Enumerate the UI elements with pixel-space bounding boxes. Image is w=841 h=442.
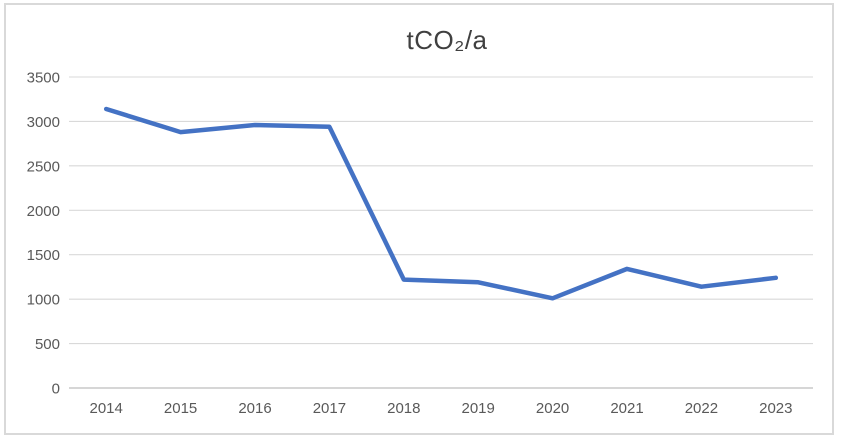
x-axis-tick-label: 2016: [238, 400, 271, 417]
y-axis-tick-label: 2000: [27, 203, 60, 220]
x-axis-tick-label: 2017: [313, 400, 346, 417]
data-series-line: [103, 106, 779, 301]
y-axis-tick-label: 1500: [27, 247, 60, 264]
x-axis-tick-label: 2019: [462, 400, 495, 417]
y-axis-tick-label: 0: [52, 381, 60, 398]
x-axis-tick-label: 2014: [90, 400, 123, 417]
y-axis-tick-label: 3000: [27, 114, 60, 131]
y-axis-tick-label: 500: [35, 336, 60, 353]
x-axis-tick-label: 2020: [536, 400, 569, 417]
y-axis-tick-label: 2500: [27, 158, 60, 175]
x-axis-tick-label: 2015: [164, 400, 197, 417]
x-axis-tick-label: 2022: [685, 400, 718, 417]
y-axis-tick-label: 1000: [27, 292, 60, 309]
y-axis-tick-label: 3500: [27, 70, 60, 87]
x-axis-tick-label: 2021: [610, 400, 643, 417]
chart-frame: tCO₂/a: [4, 3, 834, 435]
x-axis-tick-label: 2023: [759, 400, 792, 417]
chart-title: tCO₂/a: [406, 25, 488, 55]
x-axis-tick-label: 2018: [387, 400, 420, 417]
